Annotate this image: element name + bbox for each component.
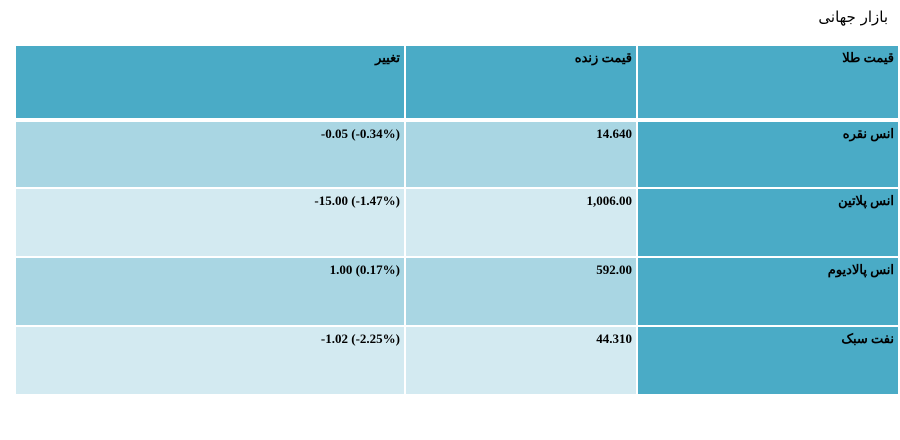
- table-header-row: قیمت طلا قیمت زنده تغییر: [16, 46, 898, 118]
- row-change-value: -15.00 (-1.47%): [314, 193, 400, 208]
- row-price-cell: 44.310: [406, 327, 636, 394]
- row-name-cell: انس نقره: [638, 120, 898, 187]
- row-change-cell: -0.05 (-0.34%): [16, 120, 404, 187]
- row-change-cell: 1.00 (0.17%): [16, 258, 404, 325]
- table-row: نفت سبک 44.310 -1.02 (-2.25%): [16, 327, 898, 394]
- table-row: انس نقره 14.640 -0.05 (-0.34%): [16, 120, 898, 187]
- row-change-value: -1.02 (-2.25%): [320, 331, 400, 346]
- market-table: قیمت طلا قیمت زنده تغییر انس نقره 14.640…: [14, 44, 900, 396]
- row-change-value: -0.05 (-0.34%): [320, 126, 400, 141]
- row-price-cell: 14.640: [406, 120, 636, 187]
- row-price-value: 44.310: [596, 331, 632, 346]
- header-live-price: قیمت زنده: [406, 46, 636, 118]
- row-price-cell: 1,006.00: [406, 189, 636, 256]
- row-name-cell: انس پالادیوم: [638, 258, 898, 325]
- row-price-value: 14.640: [596, 126, 632, 141]
- row-price-value: 1,006.00: [586, 193, 633, 208]
- row-name-cell: نفت سبک: [638, 327, 898, 394]
- row-change-cell: -15.00 (-1.47%): [16, 189, 404, 256]
- row-change-cell: -1.02 (-2.25%): [16, 327, 404, 394]
- row-price-cell: 592.00: [406, 258, 636, 325]
- header-gold-price: قیمت طلا: [638, 46, 898, 118]
- page-title: بازار جهانی: [818, 8, 888, 26]
- row-name-cell: انس پلاتین: [638, 189, 898, 256]
- table-row: انس پالادیوم 592.00 1.00 (0.17%): [16, 258, 898, 325]
- table-row: انس پلاتین 1,006.00 -15.00 (-1.47%): [16, 189, 898, 256]
- row-price-value: 592.00: [596, 262, 632, 277]
- header-change: تغییر: [16, 46, 404, 118]
- row-change-value: 1.00 (0.17%): [329, 262, 400, 277]
